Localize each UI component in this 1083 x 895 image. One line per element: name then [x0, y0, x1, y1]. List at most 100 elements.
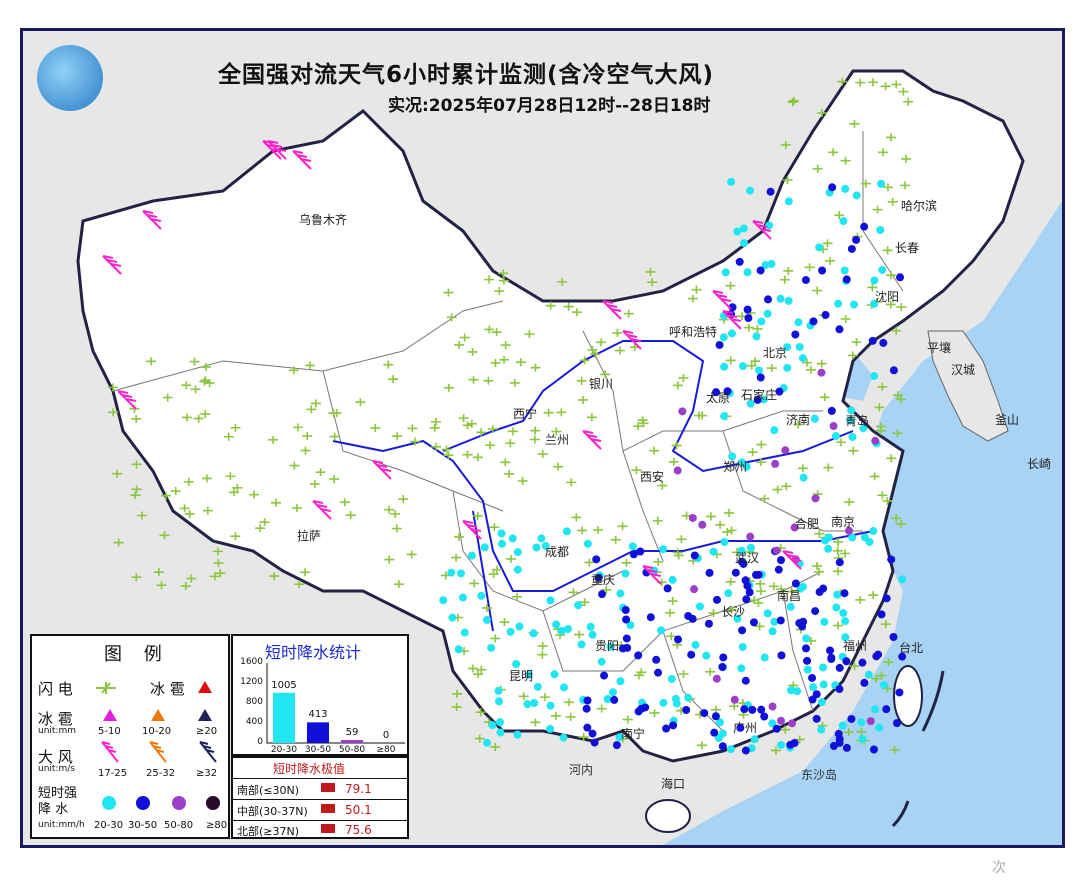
- bar-value-label: 1005: [271, 679, 297, 691]
- bar-category-label: 30-50: [304, 745, 332, 755]
- bar-50-80: [341, 740, 363, 743]
- hail-range-3: ≥20: [196, 726, 218, 737]
- legend-wind-unit: unit:m/s: [38, 764, 75, 774]
- city-label: 平壤: [927, 341, 952, 355]
- lightning-icon: [96, 682, 116, 694]
- city-label: 汉城: [951, 363, 976, 377]
- stats-bar-chart: [266, 663, 405, 744]
- map-frame: 全国强对流天气6小时累计监测(含冷空气大风) 实况:2025年07月28日12时…: [20, 28, 1065, 848]
- bar-category-label: 20-30: [270, 745, 298, 755]
- korea: [927, 330, 1009, 442]
- city-label: 青岛: [845, 414, 870, 428]
- hail-5-10-icon: [103, 709, 117, 721]
- legend-hail-unit: unit:mm: [38, 726, 77, 736]
- place-label: 河内: [569, 763, 594, 777]
- city-label: 长春: [895, 241, 920, 255]
- extreme-north-label: 北部(≥37N): [237, 825, 300, 838]
- watermark: 次: [992, 860, 1006, 876]
- y-tick-label: 0: [257, 737, 263, 747]
- city-label: 合肥: [795, 517, 820, 531]
- city-label: 成都: [545, 545, 570, 559]
- city-label: 呼和浩特: [669, 325, 718, 339]
- city-label: 武汉: [735, 551, 760, 565]
- city-label: 长沙: [721, 605, 746, 619]
- city-label: 贵阳: [595, 639, 620, 653]
- city-label: 沈阳: [875, 290, 900, 304]
- flag-icon: [321, 824, 335, 833]
- city-label: 西安: [640, 470, 665, 484]
- y-tick-label: 1200: [240, 677, 263, 687]
- city-label: 西宁: [513, 407, 538, 421]
- legend-hail-label: 冰 雹: [150, 680, 185, 698]
- city-label: 南昌: [777, 589, 802, 603]
- rain-range-1: 20-30: [94, 820, 124, 831]
- wind-range-1: 17-25: [98, 768, 128, 779]
- hail-20-icon: [198, 709, 212, 721]
- city-label: 重庆: [591, 573, 616, 587]
- hail-range-2: 10-20: [142, 726, 172, 737]
- bar-category-label: 50-80: [338, 745, 366, 755]
- extremes-title: 短时降水极值: [273, 762, 346, 776]
- city-label: 银川: [589, 377, 614, 391]
- y-tick-label: 400: [245, 717, 263, 727]
- extreme-central-label: 中部(30-37N): [237, 805, 308, 818]
- page-title: 全国强对流天气6小时累计监测(含冷空气大风): [218, 62, 715, 88]
- place-label: 东沙岛: [801, 768, 838, 782]
- rain-range-4: ≥80: [206, 820, 228, 831]
- legend-rain-unit: unit:mm/h: [38, 820, 85, 830]
- wind-range-3: ≥32: [196, 768, 218, 779]
- rain-20-30-icon: [102, 796, 116, 810]
- bar-category-label: ≥80: [376, 745, 396, 755]
- hail-icon: [198, 681, 212, 693]
- city-label: 哈尔滨: [901, 199, 938, 213]
- bar-value-label: 413: [308, 709, 328, 721]
- extremes-panel: 短时降水极值 南部(≤30N) 79.1 中部(30-37N) 50.1 北部(…: [231, 756, 409, 839]
- hainan: [645, 799, 691, 833]
- city-label: 兰州: [545, 433, 570, 447]
- legend-rain-label: 短时强 降 水: [38, 786, 78, 817]
- city-label: 太原: [706, 391, 731, 405]
- extreme-north-value: 75.6: [345, 823, 372, 837]
- flag-icon: [321, 783, 335, 792]
- city-label: 南京: [831, 515, 856, 529]
- stats-title: 短时降水统计: [265, 643, 362, 662]
- hail-10-20-icon: [151, 709, 165, 721]
- city-label: 昆明: [509, 669, 534, 683]
- y-tick-label: 1600: [240, 657, 263, 667]
- rain-50-80-icon: [172, 796, 186, 810]
- bar-30-50: [307, 722, 329, 743]
- y-tick-label: 800: [245, 697, 263, 707]
- legend-lightning-label: 闪 电: [38, 680, 73, 698]
- wind-32-icon: [199, 741, 217, 763]
- city-label: 台北: [899, 641, 924, 655]
- city-label: 乌鲁木齐: [299, 213, 348, 227]
- rain-30-50-icon: [136, 796, 150, 810]
- city-label: 长崎: [1027, 457, 1052, 471]
- city-label: 郑州: [723, 460, 748, 474]
- flag-icon: [321, 804, 335, 813]
- wind-25-32-icon: [149, 741, 167, 763]
- extreme-south-value: 79.1: [345, 782, 372, 796]
- city-label: 南宁: [621, 727, 646, 741]
- rain-80-icon: [206, 796, 220, 810]
- wind-range-2: 25-32: [146, 768, 176, 779]
- bar-value-label: 59: [345, 727, 359, 739]
- bar-value-label: 0: [382, 730, 390, 741]
- city-label: 福州: [843, 639, 868, 653]
- stats-panel: 短时降水统计 0 400 800 1200 1600 1005 20-30 413 30-50…: [231, 634, 409, 756]
- city-label: 釜山: [995, 413, 1020, 427]
- taiwan: [893, 665, 923, 727]
- rain-range-2: 30-50: [128, 820, 158, 831]
- city-label: 拉萨: [297, 529, 322, 543]
- city-label: 济南: [786, 413, 811, 427]
- legend-title: 图 例: [104, 644, 170, 665]
- extreme-south-label: 南部(≤30N): [237, 784, 300, 797]
- rain-range-3: 50-80: [164, 820, 194, 831]
- city-label: 石家庄: [741, 388, 778, 402]
- page-subtitle: 实况:2025年07月28日12时--28日18时: [388, 96, 711, 116]
- province-borders: [112, 131, 904, 732]
- city-label: 海口: [661, 777, 686, 791]
- legend-wind-label: 大 风: [38, 748, 73, 766]
- extreme-central-value: 50.1: [345, 803, 372, 817]
- cma-logo-icon: [37, 45, 103, 111]
